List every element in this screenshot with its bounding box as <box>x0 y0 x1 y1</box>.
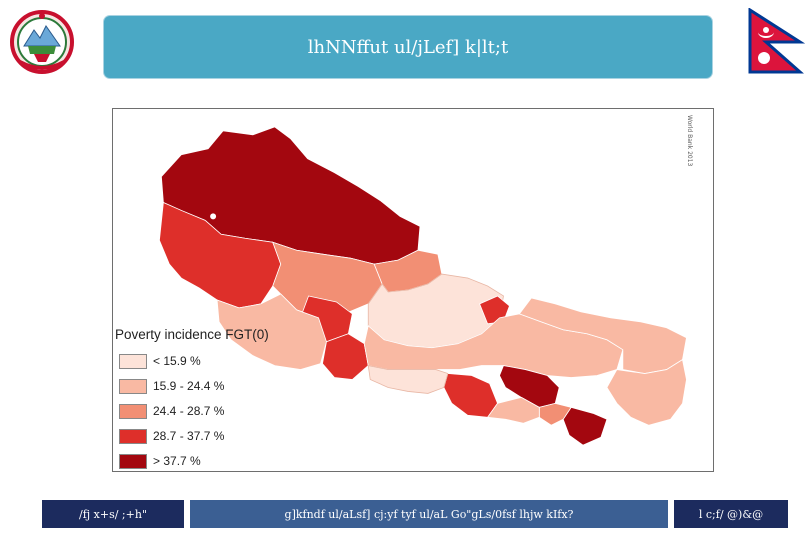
footer-topic: g]kfndf ul/aLsf] cj:yf tyf ul/aL Go"gLs/… <box>190 500 668 528</box>
footer-date-text: l c;f/ @)&@ <box>698 507 764 521</box>
map-region <box>210 213 217 220</box>
nepal-emblem-icon <box>6 8 78 76</box>
legend-label: < 15.9 % <box>153 354 201 368</box>
legend-item: 24.4 - 28.7 % <box>115 400 291 422</box>
footer-author-text: /fj x+s/ ;+h" <box>78 507 148 521</box>
map-region <box>367 365 449 394</box>
map-region <box>486 396 540 424</box>
legend-swatch <box>119 453 147 469</box>
legend-swatch <box>119 403 147 419</box>
legend-item: > 37.7 % <box>115 450 291 472</box>
footer-date: l c;f/ @)&@ <box>674 500 788 528</box>
legend-item: 15.9 - 24.4 % <box>115 375 291 397</box>
map-region <box>562 406 608 446</box>
map-region <box>216 293 327 370</box>
map-region <box>158 201 282 309</box>
page-title: lhNNffut ul/jLef] k|lt;t <box>307 36 509 58</box>
legend-swatch <box>119 428 147 444</box>
footer-topic-text: g]kfndf ul/aLsf] cj:yf tyf ul/aL Go"gLs/… <box>284 507 574 521</box>
legend-swatch <box>119 353 147 369</box>
legend-label: 24.4 - 28.7 % <box>153 404 225 418</box>
title-banner: lhNNffut ul/jLef] k|lt;t <box>104 16 712 78</box>
poverty-map: World Bank 2013 Poverty incidence FGT(0)… <box>112 108 714 472</box>
map-canvas <box>158 126 687 446</box>
map-region <box>479 295 510 325</box>
map-region <box>606 358 687 426</box>
legend-label: 28.7 - 37.7 % <box>153 429 225 443</box>
legend-item: 28.7 - 37.7 % <box>115 425 291 447</box>
legend-label: > 37.7 % <box>153 454 201 468</box>
nepal-flag-icon <box>748 7 806 74</box>
map-region <box>443 373 498 418</box>
map-legend: Poverty incidence FGT(0) < 15.9 % 15.9 -… <box>115 327 291 475</box>
map-region <box>322 333 369 380</box>
legend-item: < 15.9 % <box>115 350 291 372</box>
map-region <box>272 241 383 319</box>
legend-swatch <box>119 378 147 394</box>
map-credit: World Bank 2013 <box>686 115 693 167</box>
footer-author: /fj x+s/ ;+h" <box>42 500 184 528</box>
legend-label: 15.9 - 24.4 % <box>153 379 225 393</box>
legend-title: Poverty incidence FGT(0) <box>115 327 269 342</box>
